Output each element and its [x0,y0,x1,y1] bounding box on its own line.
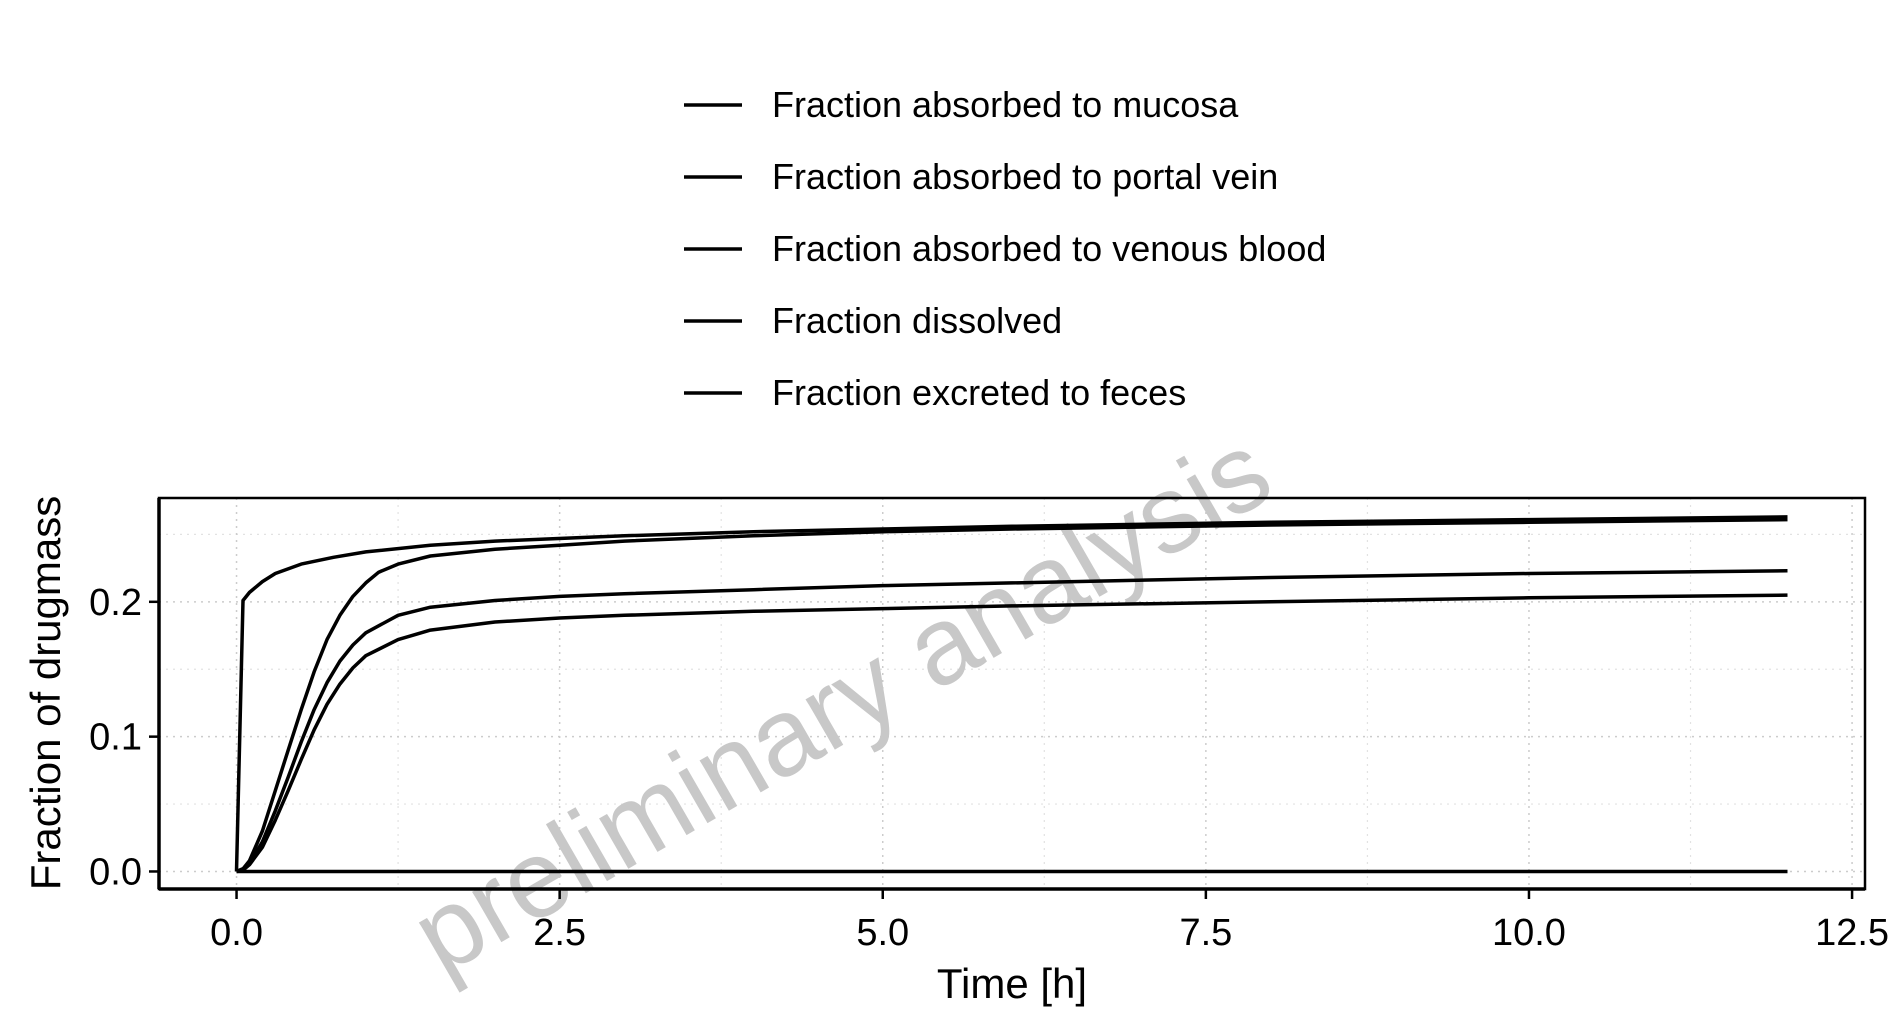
y-axis-ticks: 0.0 0.1 0.2 [89,582,159,893]
legend-label: Fraction dissolved [772,300,1062,341]
x-tick-label: 7.5 [1179,912,1232,954]
x-tick-label: 12.5 [1815,912,1889,954]
legend-label: Fraction absorbed to venous blood [772,228,1326,269]
y-axis-title: Fraction of drugmass [22,496,69,891]
plot-panel: preliminary analysis [157,408,1867,997]
x-axis-title: Time [h] [937,960,1087,1007]
series-lines [234,515,1788,874]
watermark: preliminary analysis [392,408,1290,997]
series-line-fraction-absorbed-to-mucosa [234,515,1788,872]
y-tick-label: 0.2 [89,582,142,624]
y-tick-label: 0.0 [89,851,142,893]
x-tick-label: 2.5 [533,912,586,954]
legend-label: Fraction excreted to feces [772,372,1186,413]
legend: Fraction absorbed to mucosa Fraction abso… [684,84,1326,413]
series-line-fraction-absorbed-to-venous-blood [235,569,1788,874]
x-tick-label: 0.0 [210,912,263,954]
series-line-fraction-excreted-to-feces [236,593,1788,874]
legend-label: Fraction absorbed to mucosa [772,84,1239,125]
legend-label: Fraction absorbed to portal vein [772,156,1278,197]
y-tick-label: 0.1 [89,717,142,759]
series-line-fraction-absorbed-to-portal-vein [235,517,1788,874]
x-tick-label: 10.0 [1492,912,1566,954]
x-axis-ticks: 0.0 2.5 5.0 7.5 10.0 12.5 [210,889,1889,954]
x-tick-label: 5.0 [856,912,909,954]
